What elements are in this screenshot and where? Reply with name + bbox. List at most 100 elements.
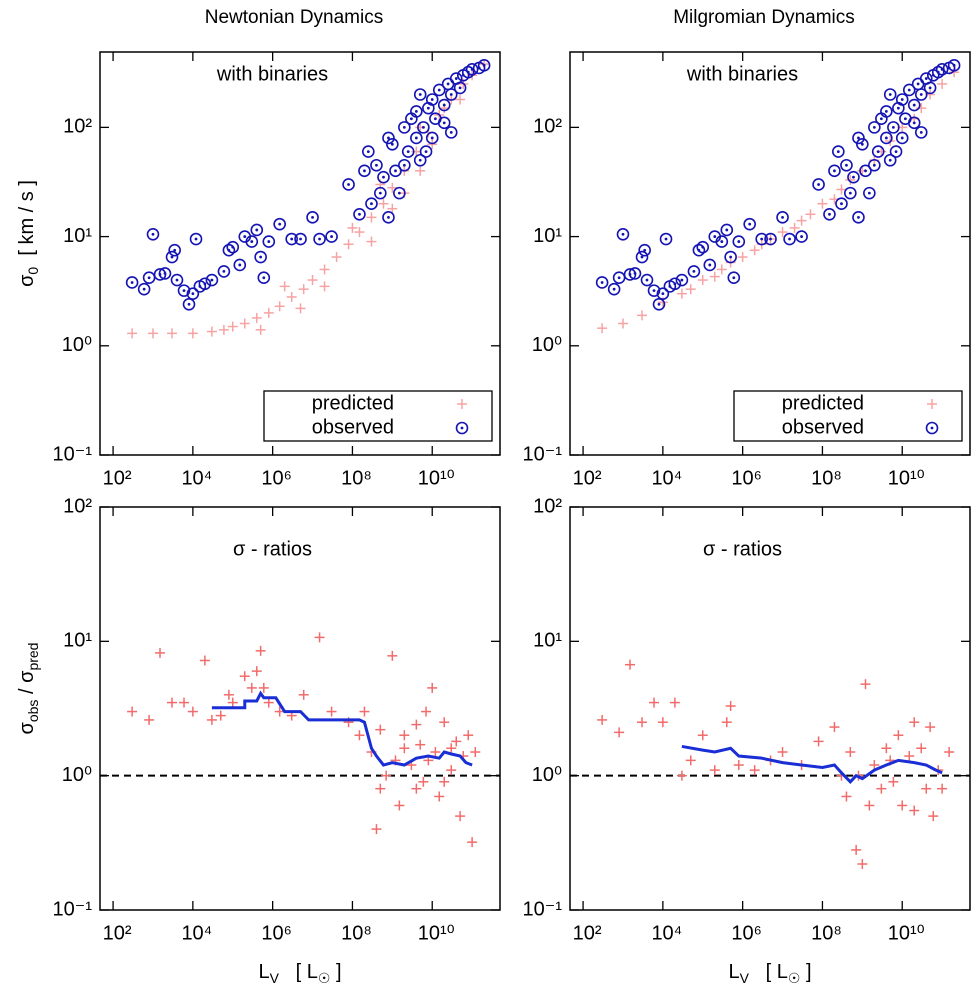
marker-ring (844, 186, 857, 200)
marker-dot (884, 136, 888, 140)
plus-marker (381, 770, 392, 781)
circle-marker (386, 137, 399, 151)
circle-marker (868, 158, 881, 172)
circle-marker (177, 284, 191, 297)
x-tick-label: 10¹⁰ (888, 467, 925, 489)
marker-ring (461, 65, 475, 79)
label-text: [ L (279, 961, 318, 983)
marker-dot (664, 237, 668, 241)
marker-dot (402, 163, 406, 167)
marker-dot (299, 237, 302, 241)
marker-dot (907, 88, 911, 92)
plus-marker (187, 706, 198, 717)
marker-dot (879, 117, 883, 121)
circle-marker (612, 271, 626, 285)
x-tick-label: 10¹⁰ (888, 922, 925, 944)
plus-marker (347, 222, 358, 233)
plus-marker (685, 284, 696, 295)
marker-ring (914, 88, 928, 101)
marker-dot (633, 272, 637, 275)
marker-dot (446, 82, 450, 86)
marker-ring (852, 131, 865, 145)
plus-marker (387, 650, 398, 661)
marker-ring (294, 232, 307, 246)
marker-dot (382, 175, 385, 179)
plus-marker (298, 689, 309, 700)
circle-marker (907, 98, 921, 112)
label-text: σ (16, 721, 38, 734)
marker-ring (720, 223, 734, 237)
circle-marker (823, 207, 836, 221)
marker-ring (205, 273, 219, 287)
marker-ring (902, 83, 916, 97)
plus-marker (227, 321, 238, 332)
circle-marker (342, 178, 355, 191)
plus-marker (876, 783, 887, 794)
marker-ring (638, 243, 651, 257)
plot-frame (569, 51, 971, 456)
circle-marker (444, 88, 458, 101)
marker-ring (125, 276, 139, 289)
marker-dot (852, 175, 855, 179)
plus-marker (223, 689, 234, 700)
plus-marker (255, 324, 266, 335)
y-tick-label: 10⁻¹ (53, 443, 93, 465)
marker-ring (727, 271, 741, 285)
plus-marker (813, 736, 824, 747)
circle-marker (840, 158, 853, 172)
plus-marker (614, 727, 625, 738)
circle-marker (182, 297, 196, 311)
plus-marker (199, 655, 210, 666)
plus-marker (439, 717, 450, 728)
marker-ring (370, 158, 383, 172)
circle-marker (437, 116, 451, 130)
circle-marker (925, 421, 939, 435)
plus-marker (258, 682, 269, 693)
circle-marker (895, 131, 909, 145)
marker-dot (262, 276, 266, 280)
circle-marker (142, 271, 156, 285)
circle-marker (417, 121, 430, 134)
circle-marker (398, 121, 411, 134)
plus-marker (857, 859, 868, 870)
plus-marker (326, 706, 337, 717)
plus-marker (427, 682, 438, 693)
circle-marker (189, 232, 203, 246)
x-tick-label: 10⁴ (181, 922, 212, 944)
marker-dot (238, 263, 242, 267)
marker-dot (872, 163, 876, 167)
marker-ring (835, 197, 848, 211)
marker-ring (880, 131, 893, 145)
marker-dot (781, 215, 784, 219)
circle-marker (883, 153, 897, 167)
plus-marker (343, 239, 354, 250)
marker-ring (931, 65, 945, 79)
running-median-line (681, 744, 943, 784)
plus-marker (371, 824, 382, 835)
marker-ring (883, 88, 897, 101)
plot-area (595, 59, 961, 334)
plus-marker (725, 701, 736, 712)
marker-dot (680, 278, 684, 282)
plus-marker (359, 706, 370, 717)
plus-marker (617, 318, 628, 329)
plus-marker (721, 717, 732, 728)
plus-marker (167, 697, 178, 708)
marker-dot (424, 150, 428, 154)
label-subscript: V (740, 970, 750, 985)
x-axis-label: LV [ L☉ ] (258, 961, 341, 985)
x-tick-label: 10² (103, 467, 132, 489)
legend-label: predicted (312, 392, 394, 414)
marker-ring (668, 277, 682, 291)
plus-marker (888, 776, 899, 787)
marker-ring (724, 250, 737, 264)
label-text: [ km / s ] (16, 180, 38, 267)
marker-dot (896, 106, 900, 110)
marker-ring (477, 59, 491, 72)
circle-marker (696, 240, 710, 254)
marker-dot (817, 183, 820, 186)
plus-marker (921, 783, 932, 794)
marker-dot (600, 281, 604, 284)
marker-dot (713, 235, 717, 238)
circle-marker (294, 232, 307, 246)
